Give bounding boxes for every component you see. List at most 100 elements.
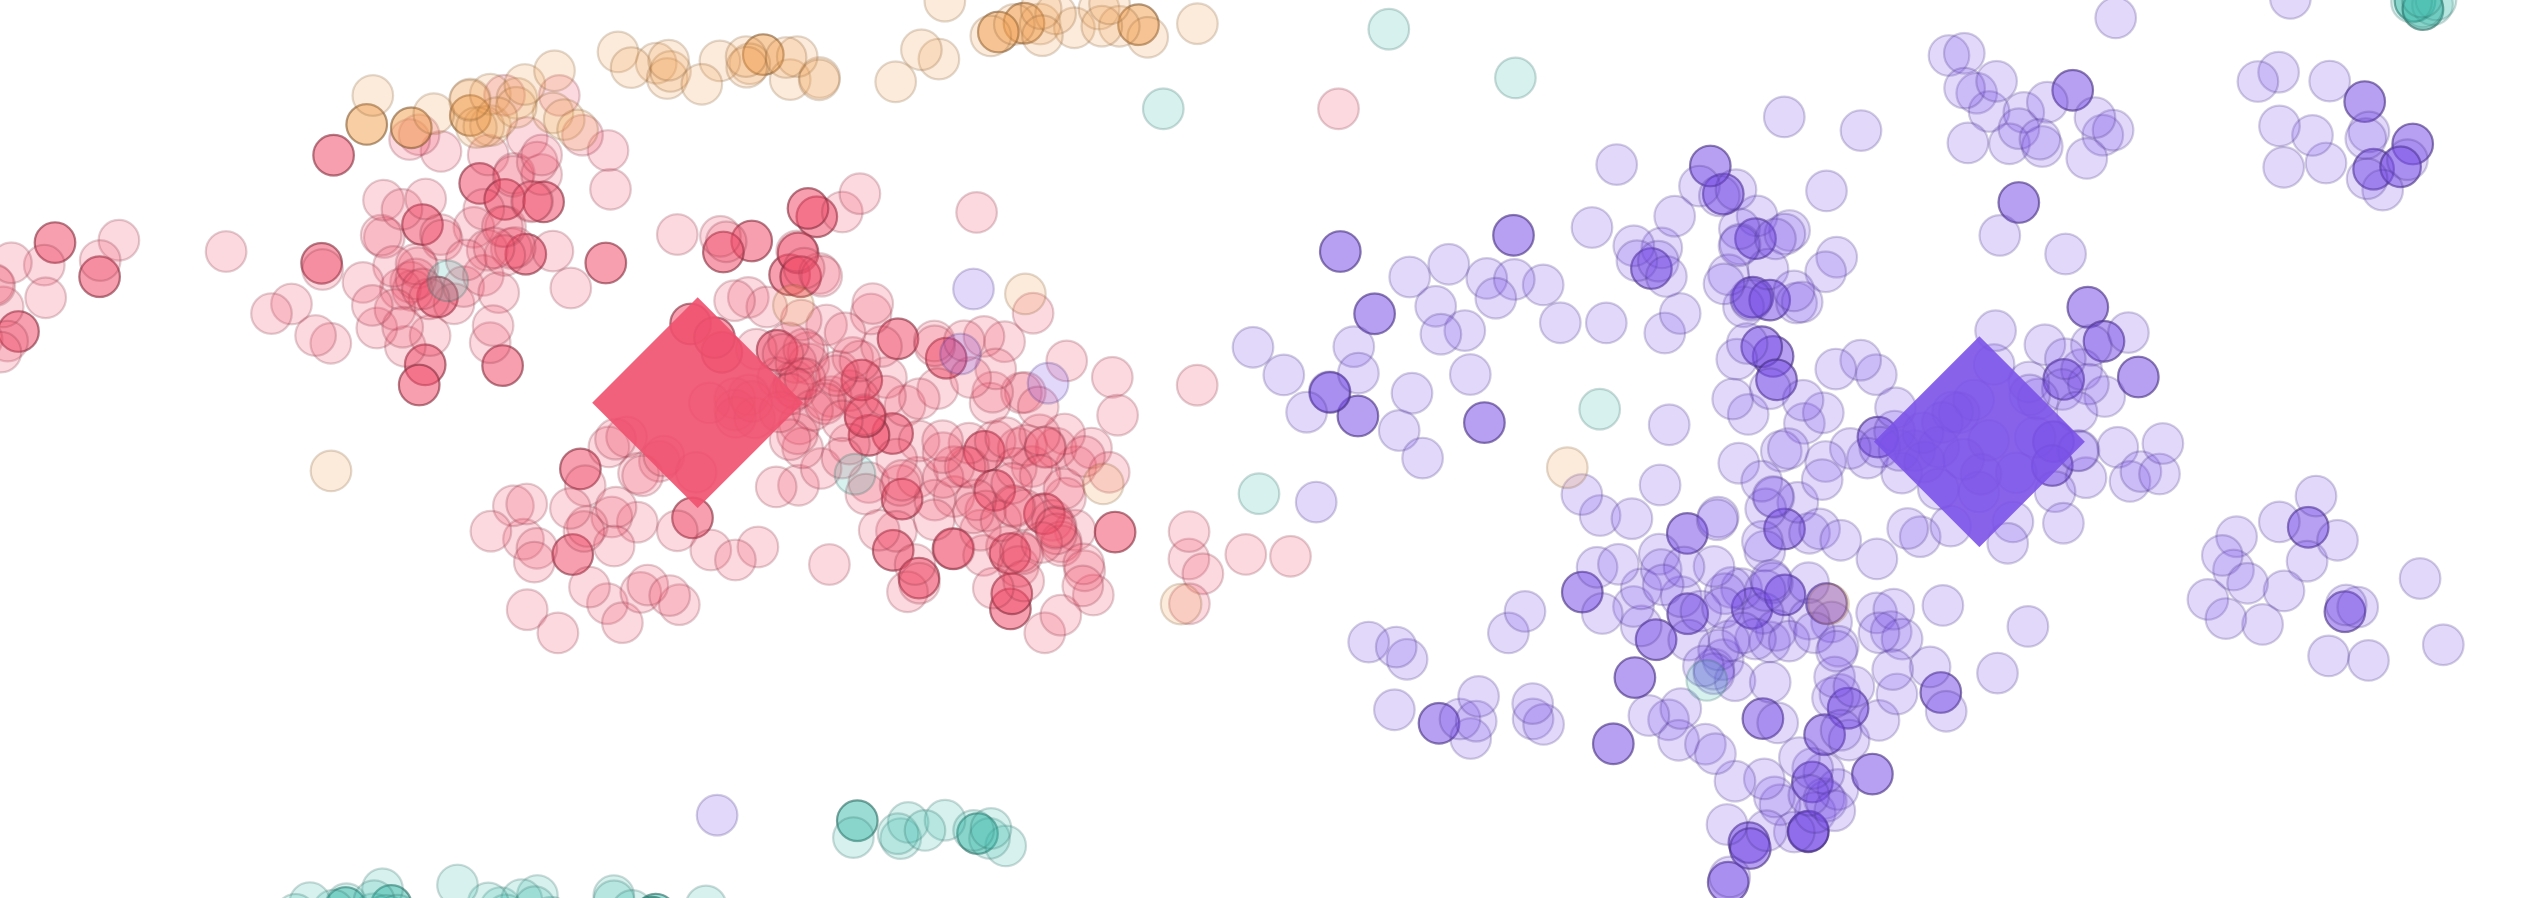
red-point <box>515 140 559 184</box>
purple-point <box>2344 117 2388 161</box>
red-point <box>745 285 789 329</box>
red-point <box>391 269 435 313</box>
purple-point <box>1578 494 1622 537</box>
purple-point <box>1967 90 2011 133</box>
red-point <box>559 447 602 491</box>
purple-point <box>2186 578 2230 621</box>
purple-point <box>2141 422 2185 465</box>
red-point <box>408 314 452 358</box>
red-point <box>931 527 975 571</box>
purple-point <box>1756 701 1800 745</box>
purple-point <box>1805 582 1848 625</box>
purple-point <box>1644 255 1688 298</box>
purple-point <box>1722 285 1765 329</box>
purple-point <box>1697 628 1740 672</box>
purple-point <box>1780 280 1824 324</box>
red-point <box>601 601 644 645</box>
purple-point <box>1804 250 1848 294</box>
orange-point <box>634 41 678 85</box>
purple-point <box>1802 751 1846 795</box>
orange-point <box>596 30 640 74</box>
purple-point <box>1854 353 1898 397</box>
purple-point <box>1750 561 1794 605</box>
purple-point <box>1717 224 1761 268</box>
purple-point <box>2091 108 2135 152</box>
purple-point <box>1978 213 2022 257</box>
stray-point <box>1026 361 1070 405</box>
red-point <box>551 533 595 576</box>
purple-point <box>1763 507 1806 551</box>
purple-point <box>2025 80 2069 124</box>
purple-point <box>2044 232 2088 276</box>
purple-point <box>1846 436 1889 480</box>
purple-point <box>1740 519 1784 563</box>
teal-point <box>516 874 559 898</box>
purple-point <box>1659 575 1703 619</box>
purple-point <box>1751 475 1795 518</box>
red-point <box>24 276 68 320</box>
red-point <box>1000 371 1043 415</box>
red-point <box>1224 533 1268 576</box>
purple-point <box>2002 91 2046 134</box>
red-point <box>864 374 907 418</box>
red-point <box>702 230 745 274</box>
purple-point <box>1347 620 1391 664</box>
red-point <box>1269 534 1312 578</box>
orange-point <box>874 60 918 104</box>
red-point <box>648 574 692 617</box>
red-point <box>699 214 742 258</box>
red-point <box>1039 524 1083 568</box>
purple-point <box>1427 242 1471 286</box>
red-point <box>1181 552 1225 596</box>
red-point <box>1020 521 1064 564</box>
purple-point <box>1772 269 1816 313</box>
orange-point <box>468 72 512 116</box>
purple-point <box>1839 338 1883 382</box>
purple-point <box>1465 257 1509 300</box>
red-point <box>619 571 663 614</box>
purple-point <box>1448 353 1492 396</box>
purple-point <box>1763 573 1807 617</box>
red-point <box>1061 564 1105 608</box>
red-point <box>381 305 425 349</box>
purple-point <box>1997 181 2041 224</box>
purple-point <box>1492 213 1535 257</box>
red-point <box>586 582 629 626</box>
red-point <box>461 253 505 297</box>
purple-point <box>1815 235 1859 279</box>
purple-point <box>2323 590 2367 634</box>
purple-point <box>1919 671 1963 714</box>
teal-point <box>358 892 388 898</box>
red-point <box>483 73 526 117</box>
orange-point <box>741 33 785 76</box>
purple-point <box>2060 348 2104 391</box>
purple-point <box>1522 703 1565 746</box>
red-point <box>779 298 823 342</box>
purple-point <box>1763 212 1807 256</box>
purple-point <box>2343 80 2387 124</box>
red-point <box>0 330 23 374</box>
purple-point <box>1639 548 1683 591</box>
purple-point <box>1353 292 1396 336</box>
red-point <box>383 325 427 368</box>
stray-point <box>833 452 877 496</box>
red-point <box>838 339 882 383</box>
red-point <box>787 342 831 386</box>
purple-point <box>1813 655 1856 699</box>
red-point <box>1018 454 1062 497</box>
purple-point <box>1857 699 1901 742</box>
purple-point <box>1595 143 1639 187</box>
orange-point <box>797 58 841 102</box>
red-point <box>816 349 860 393</box>
purple-point <box>1720 567 1763 611</box>
purple-point <box>1401 436 1444 480</box>
red-point <box>714 538 757 582</box>
red-point <box>592 524 636 568</box>
purple-point <box>1474 276 1518 320</box>
red-point <box>565 505 609 548</box>
purple-point <box>1777 736 1821 779</box>
purple-point <box>1735 194 1779 238</box>
red-point <box>878 464 922 507</box>
purple-point <box>1802 777 1846 820</box>
purple-point <box>1729 276 1773 320</box>
